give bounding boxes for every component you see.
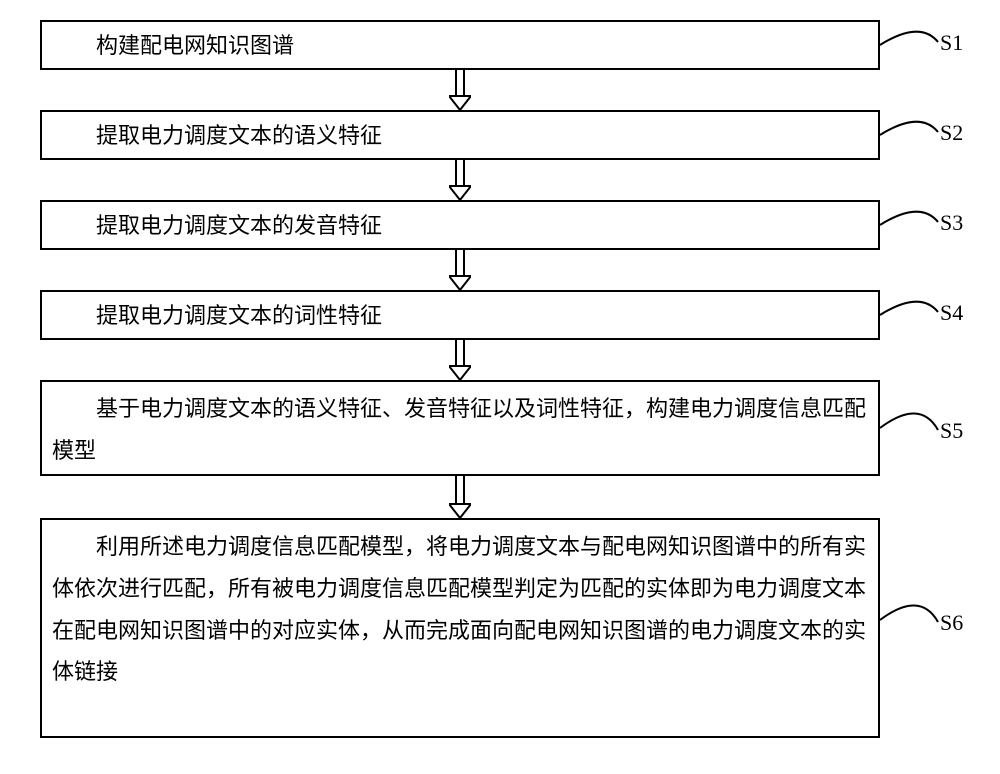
arrow-down-icon [449, 160, 471, 200]
step-box-s1: 构建配电网知识图谱 [40, 20, 880, 70]
arrow-down-icon [449, 340, 471, 380]
arrow-down-icon [449, 70, 471, 110]
step-label-s6: S6 [940, 610, 963, 636]
step-text: 提取电力调度文本的语义特征 [96, 123, 382, 148]
step-box-s6: 利用所述电力调度信息匹配模型，将电力调度文本与配电网知识图谱中的所有实体依次进行… [40, 518, 880, 738]
step-box-s2: 提取电力调度文本的语义特征 [40, 110, 880, 160]
arrow-down-icon [449, 476, 471, 518]
step-text: 基于电力调度文本的语义特征、发音特征以及词性特征，构建电力调度信息匹配模型 [52, 396, 866, 463]
step-label-s4: S4 [940, 300, 963, 326]
step-label-s5: S5 [940, 418, 963, 444]
step-text: 提取电力调度文本的发音特征 [96, 213, 382, 238]
step-text: 提取电力调度文本的词性特征 [96, 303, 382, 328]
step-label-s2: S2 [940, 120, 963, 146]
step-box-s4: 提取电力调度文本的词性特征 [40, 290, 880, 340]
arrow-down-icon [449, 250, 471, 290]
step-box-s3: 提取电力调度文本的发音特征 [40, 200, 880, 250]
step-label-s1: S1 [940, 30, 963, 56]
step-label-s3: S3 [940, 210, 963, 236]
flowchart-canvas: 构建配电网知识图谱 S1 提取电力调度文本的语义特征 S2 提取电力调度文本的发音特征 S… [0, 0, 1000, 774]
step-box-s5: 基于电力调度文本的语义特征、发音特征以及词性特征，构建电力调度信息匹配模型 [40, 380, 880, 476]
step-text: 构建配电网知识图谱 [96, 33, 294, 58]
step-text: 利用所述电力调度信息匹配模型，将电力调度文本与配电网知识图谱中的所有实体依次进行… [52, 534, 866, 684]
